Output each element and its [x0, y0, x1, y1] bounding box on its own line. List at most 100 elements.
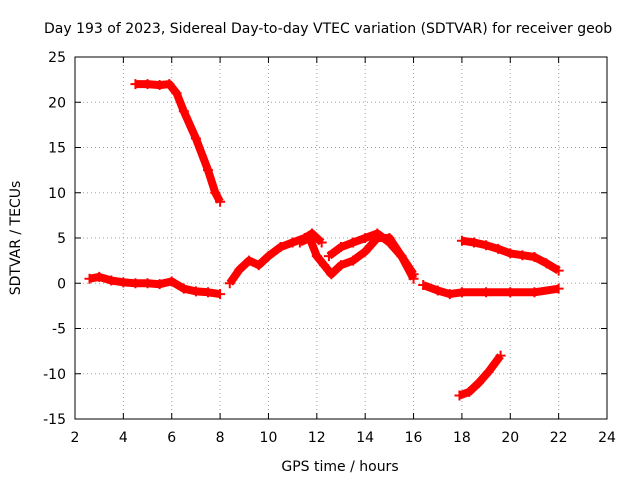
data-point — [275, 242, 286, 253]
data-point — [517, 250, 528, 261]
y-tick-label: -15 — [43, 412, 66, 428]
y-tick-label: 20 — [48, 95, 66, 111]
y-tick-label: 15 — [48, 141, 66, 157]
data-point — [154, 279, 165, 290]
x-tick-label: 2 — [71, 430, 80, 446]
data-point — [154, 80, 165, 91]
x-tick-label: 8 — [216, 430, 225, 446]
data-point — [541, 258, 552, 269]
data-point — [316, 237, 327, 248]
series-arc-7 — [456, 235, 564, 276]
x-tick-label: 20 — [501, 430, 519, 446]
x-tick-label: 18 — [453, 430, 471, 446]
data-point — [215, 196, 226, 207]
data-point — [326, 269, 337, 280]
data-point — [164, 79, 175, 90]
data-point — [94, 271, 105, 282]
data-point — [553, 265, 564, 276]
data-point — [190, 133, 201, 144]
series-band — [135, 80, 224, 204]
data-point — [396, 251, 407, 262]
data-point — [323, 251, 334, 262]
data-point — [444, 289, 455, 300]
data-point — [553, 283, 564, 294]
data-point — [244, 255, 255, 266]
data-point — [304, 233, 315, 243]
data-point — [203, 287, 213, 298]
y-tick-label: 10 — [48, 186, 66, 202]
data-point — [210, 187, 221, 198]
x-tick-label: 16 — [405, 430, 423, 446]
x-tick-label: 4 — [119, 430, 128, 446]
data-point — [505, 287, 516, 298]
x-tick-label: 14 — [356, 430, 374, 446]
data-point — [360, 233, 371, 243]
data-point — [384, 237, 395, 248]
data-point — [454, 390, 465, 401]
data-point — [481, 240, 492, 251]
data-point — [505, 248, 516, 259]
data-point — [464, 386, 475, 397]
series-arc-5 — [323, 228, 419, 280]
data-point — [418, 280, 429, 291]
data-point — [130, 278, 141, 289]
data-point — [360, 246, 371, 257]
series-band — [458, 353, 504, 400]
x-tick-label: 22 — [550, 430, 568, 446]
y-tick-label: -10 — [43, 367, 66, 383]
data-point — [84, 273, 95, 284]
series-arc-1 — [84, 271, 226, 300]
data-point — [224, 278, 235, 289]
data-point — [178, 106, 189, 117]
data-point — [130, 79, 141, 90]
data-point — [142, 278, 153, 289]
data-point — [311, 251, 322, 262]
y-axis-label: SDTVAR / TECUs — [8, 181, 24, 296]
data-point — [263, 251, 274, 262]
data-point — [481, 287, 492, 298]
data-point — [529, 252, 540, 263]
data-point — [529, 287, 540, 298]
data-point — [166, 276, 177, 287]
y-tick-label: 0 — [57, 276, 66, 292]
data-point — [432, 285, 443, 296]
data-series — [84, 79, 564, 401]
data-point — [336, 242, 346, 253]
y-tick-label: -5 — [52, 322, 66, 338]
data-point — [348, 255, 359, 266]
data-point — [190, 286, 201, 297]
grid-lines — [75, 57, 607, 419]
data-point — [253, 260, 264, 271]
x-axis-label: GPS time / hours — [281, 459, 398, 475]
series-arc-8 — [454, 350, 506, 401]
data-point — [473, 377, 484, 388]
series-arc-2 — [130, 79, 226, 207]
data-point — [456, 287, 467, 298]
chart-title: Day 193 of 2023, Sidereal Day-to-day VTE… — [44, 21, 612, 37]
y-tick-label: 5 — [57, 231, 66, 247]
data-point — [294, 237, 305, 248]
data-point — [495, 350, 506, 361]
x-tick-label: 10 — [260, 430, 278, 446]
data-point — [469, 237, 479, 248]
x-tick-label: 24 — [598, 430, 616, 446]
data-point — [456, 235, 467, 246]
series-arc-6 — [418, 280, 564, 300]
data-point — [118, 277, 129, 288]
data-point — [372, 228, 383, 239]
data-point — [483, 366, 494, 377]
data-point — [408, 269, 419, 280]
data-point — [203, 165, 213, 176]
y-tick-label: 25 — [48, 50, 66, 66]
data-point — [215, 289, 226, 300]
data-point — [106, 275, 117, 286]
data-point — [348, 237, 359, 248]
data-point — [319, 260, 330, 271]
data-point — [171, 88, 182, 99]
x-tick-label: 12 — [308, 430, 326, 446]
data-point — [178, 283, 189, 294]
data-point — [493, 243, 504, 254]
data-point — [142, 79, 153, 90]
